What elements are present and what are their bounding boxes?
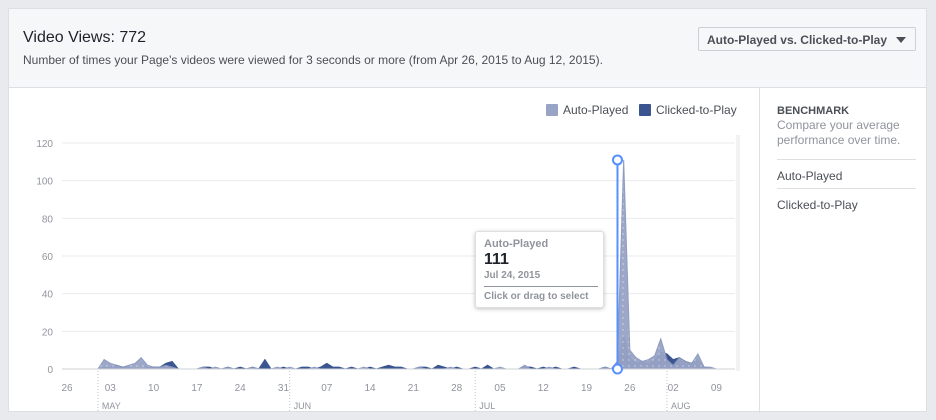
- month-label: JUN: [294, 401, 312, 411]
- month-label: JUL: [479, 401, 495, 411]
- tooltip-value: 111: [484, 251, 509, 268]
- x-tick-label: 14: [365, 383, 377, 394]
- benchmark-item-clicked-to-play[interactable]: Clicked-to-Play: [777, 188, 916, 218]
- chevron-down-icon: [896, 37, 906, 43]
- legend-clicked-to-play[interactable]: Clicked-to-Play: [639, 103, 737, 117]
- x-tick-label: 05: [494, 383, 506, 394]
- x-tick-label: 26: [624, 383, 636, 394]
- y-tick-label: 100: [36, 177, 53, 188]
- y-tick-label: 60: [42, 252, 54, 263]
- tooltip-hint: Click or drag to select: [484, 291, 589, 302]
- series-auto-played-area: [67, 159, 735, 370]
- clicked-to-play-swatch: [639, 104, 651, 116]
- y-tick-label: 120: [36, 139, 53, 150]
- x-tick-label: 24: [235, 383, 247, 394]
- highlight-point-bottom: [611, 363, 623, 375]
- legend-clicked-to-play-label: Clicked-to-Play: [656, 103, 737, 117]
- y-tick-label: 80: [42, 214, 54, 225]
- data-tooltip: Auto-Played 111 Jul 24, 2015 Click or dr…: [475, 231, 604, 308]
- y-tick-label: 0: [47, 365, 53, 376]
- x-tick-label: 03: [105, 383, 117, 394]
- x-tick-label: 12: [538, 383, 550, 394]
- metric-dropdown-label: Auto-Played vs. Clicked-to-Play: [706, 33, 887, 47]
- month-label: MAY: [102, 401, 121, 411]
- month-label: AUG: [671, 401, 691, 411]
- x-tick-label: 21: [408, 383, 420, 394]
- page-title: Video Views: 772: [23, 29, 147, 46]
- x-tick-label: 26: [61, 383, 73, 394]
- benchmark-title: BENCHMARK: [777, 105, 850, 117]
- benchmark-description: Compare your average performance over ti…: [777, 118, 901, 147]
- x-tick-label: 07: [321, 383, 333, 394]
- legend-auto-played[interactable]: Auto-Played: [546, 103, 628, 117]
- tooltip-divider: [484, 286, 598, 287]
- chart-scrollbar: [736, 135, 740, 371]
- benchmark-sidebar: BENCHMARK Compare your average performan…: [759, 88, 928, 413]
- page-subtitle: Number of times your Page's videos were …: [23, 53, 603, 67]
- y-tick-label: 40: [42, 290, 54, 301]
- x-tick-label: 10: [148, 383, 160, 394]
- x-tick-label: 28: [451, 383, 463, 394]
- panel-header: Video Views: 772 Number of times your Pa…: [9, 9, 926, 88]
- video-views-panel: Video Views: 772 Number of times your Pa…: [8, 8, 928, 414]
- tooltip-date: Jul 24, 2015: [484, 270, 541, 281]
- y-tick-label: 20: [42, 327, 54, 338]
- tooltip-series: Auto-Played: [484, 238, 549, 250]
- x-tick-label: 17: [191, 383, 203, 394]
- benchmark-item-auto-played[interactable]: Auto-Played: [777, 159, 916, 189]
- chart-area[interactable]: 0 20 40 60 80 100 120 26 03 10 17 24 31 07 14 21 28 05 12 1…: [9, 88, 759, 414]
- x-tick-label: 09: [711, 383, 723, 394]
- metric-dropdown[interactable]: Auto-Played vs. Clicked-to-Play: [697, 27, 916, 51]
- x-tick-label: 19: [581, 383, 593, 394]
- legend-auto-played-label: Auto-Played: [563, 103, 629, 117]
- x-tick-label: 02: [668, 383, 680, 394]
- highlight-point-top: [611, 154, 623, 166]
- x-tick-label: 31: [278, 383, 290, 394]
- auto-played-swatch: [546, 104, 558, 116]
